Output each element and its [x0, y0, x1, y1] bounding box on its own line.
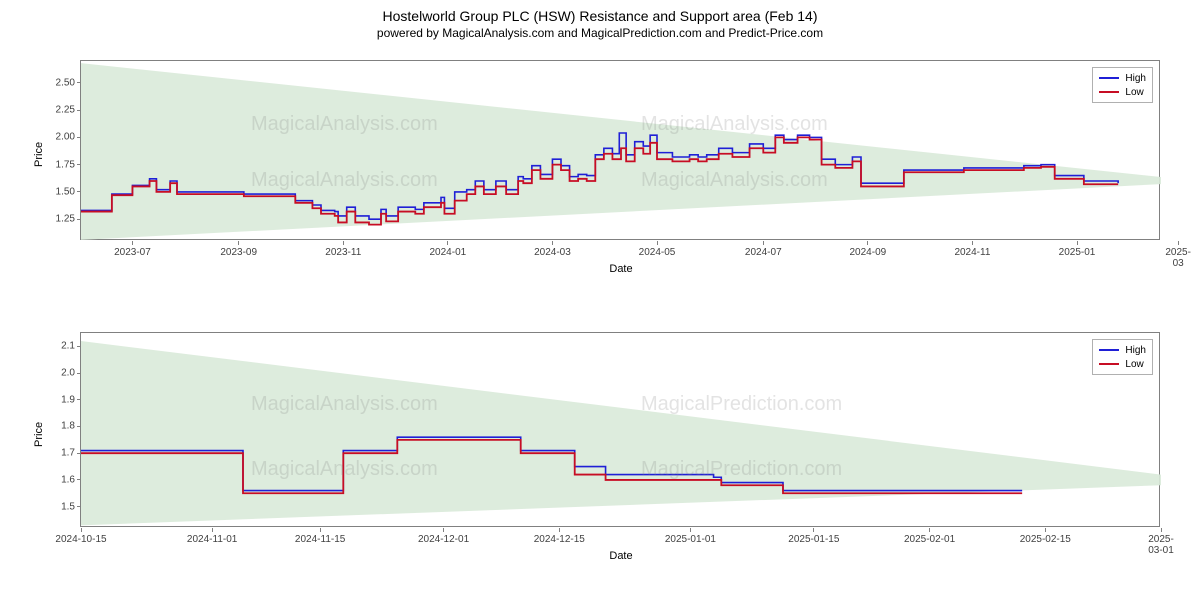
x-tick-label: 2024-11 — [954, 247, 990, 258]
x-tick-label: 2024-12-01 — [418, 534, 469, 545]
watermark-text: MagicalAnalysis.com — [251, 169, 438, 192]
legend-swatch — [1099, 91, 1119, 93]
x-tick-label: 2025-03 — [1165, 247, 1191, 269]
legend-label: Low — [1125, 87, 1143, 98]
x-tick-label: 2024-11-15 — [295, 534, 345, 545]
bottom-chart: MagicalAnalysis.com MagicalPrediction.com… — [80, 332, 1160, 527]
watermark-text: MagicalAnalysis.com — [251, 393, 438, 416]
x-tick-label: 2024-10-15 — [55, 534, 106, 545]
x-axis-label: Date — [81, 550, 1161, 562]
x-tick-label: 2024-05 — [639, 247, 676, 258]
x-tick-label: 2024-07 — [745, 247, 782, 258]
watermark-text: MagicalAnalysis.com — [641, 169, 828, 192]
y-tick-label: 2.0 — [45, 368, 75, 379]
y-tick-label: 1.7 — [45, 448, 75, 459]
chart-subtitle: powered by MagicalAnalysis.com and Magic… — [0, 24, 1200, 44]
x-tick-label: 2024-01 — [429, 247, 466, 258]
watermark-text: MagicalAnalysis.com — [251, 458, 438, 481]
y-tick-label: 1.6 — [45, 474, 75, 485]
y-tick-label: 2.50 — [45, 77, 75, 88]
y-tick-label: 1.5 — [45, 501, 75, 512]
y-tick-label: 1.25 — [45, 214, 75, 225]
legend-item: High — [1099, 71, 1146, 85]
x-tick-label: 2025-02-15 — [1020, 534, 1071, 545]
watermark-text: MagicalPrediction.com — [641, 458, 842, 481]
legend-swatch — [1099, 77, 1119, 79]
legend: High Low — [1092, 339, 1153, 375]
watermark-text: MagicalAnalysis.com — [251, 113, 438, 136]
top-chart: MagicalAnalysis.com MagicalAnalysis.com Ma… — [80, 60, 1160, 240]
x-axis-label: Date — [81, 263, 1161, 275]
x-tick-label: 2025-02-01 — [904, 534, 955, 545]
x-tick-label: 2023-07 — [114, 247, 151, 258]
legend: High Low — [1092, 67, 1153, 103]
x-tick-label: 2023-09 — [220, 247, 257, 258]
y-tick-label: 1.50 — [45, 186, 75, 197]
legend-item: Low — [1099, 85, 1146, 99]
y-tick-label: 1.8 — [45, 421, 75, 432]
x-tick-label: 2024-09 — [849, 247, 886, 258]
y-axis-label: Price — [33, 142, 45, 167]
x-tick-label: 2024-11-01 — [187, 534, 237, 545]
chart-title: Hostelworld Group PLC (HSW) Resistance a… — [0, 0, 1200, 24]
y-tick-label: 1.9 — [45, 394, 75, 405]
x-tick-label: 2025-01 — [1059, 247, 1096, 258]
watermark-text: MagicalPrediction.com — [641, 393, 842, 416]
y-tick-label: 1.75 — [45, 159, 75, 170]
x-tick-label: 2024-12-15 — [534, 534, 585, 545]
x-tick-label: 2025-01-15 — [788, 534, 839, 545]
legend-swatch — [1099, 363, 1119, 365]
x-tick-label: 2024-03 — [534, 247, 571, 258]
legend-label: High — [1125, 345, 1146, 356]
legend-label: Low — [1125, 359, 1143, 370]
watermark-text: MagicalAnalysis.com — [641, 113, 828, 136]
y-tick-label: 2.00 — [45, 132, 75, 143]
x-tick-label: 2023-11 — [325, 247, 361, 258]
y-axis-label: Price — [33, 421, 45, 446]
x-tick-label: 2025-01-01 — [665, 534, 716, 545]
legend-item: Low — [1099, 357, 1146, 371]
legend-item: High — [1099, 343, 1146, 357]
legend-label: High — [1125, 73, 1146, 84]
legend-swatch — [1099, 349, 1119, 351]
y-tick-label: 2.25 — [45, 105, 75, 116]
y-tick-label: 2.1 — [45, 341, 75, 352]
figure: Hostelworld Group PLC (HSW) Resistance a… — [0, 0, 1200, 600]
